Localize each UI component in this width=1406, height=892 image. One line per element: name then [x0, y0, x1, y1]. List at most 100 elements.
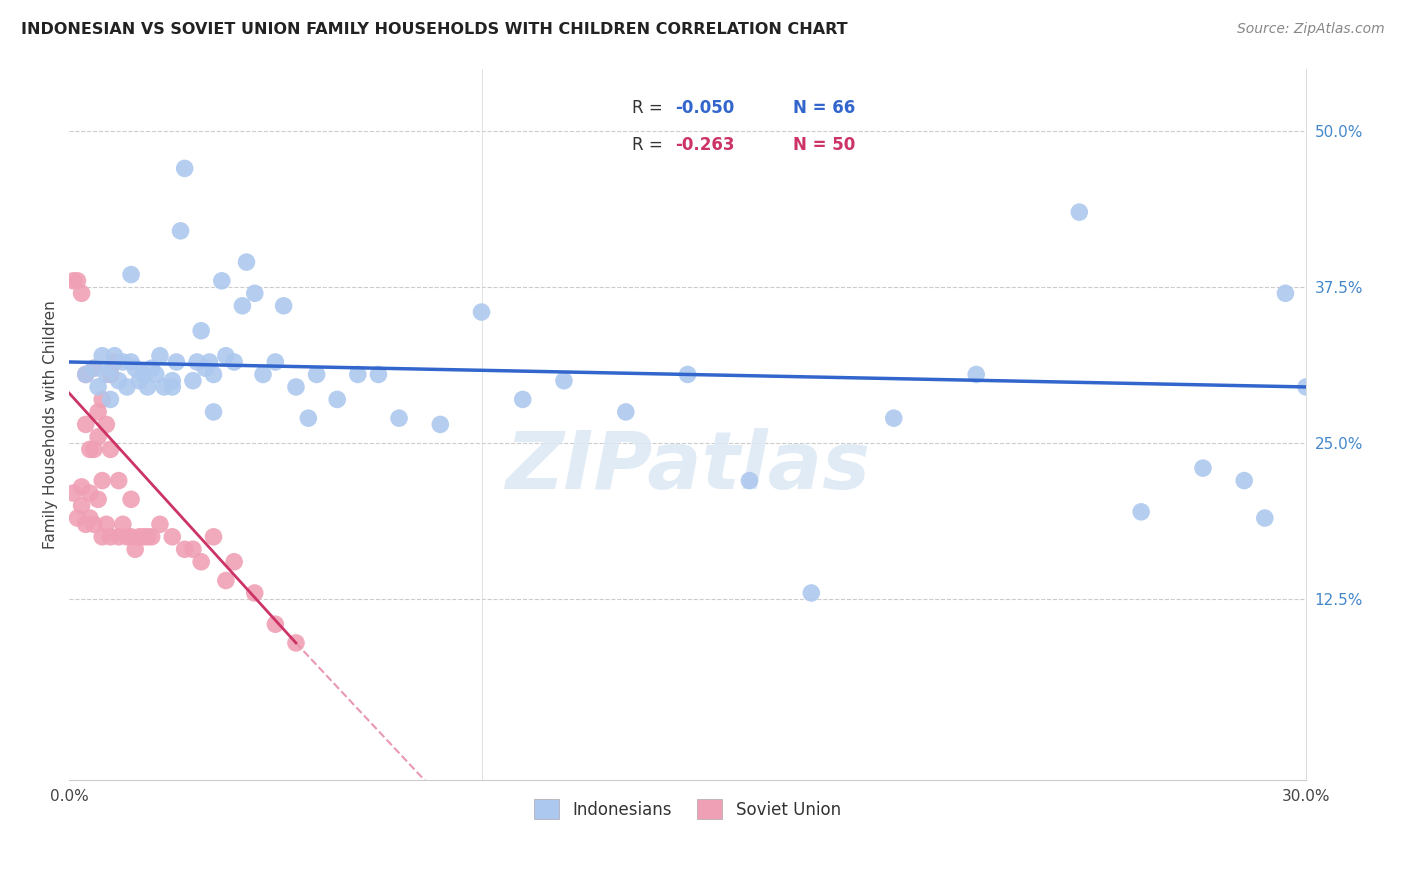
- Point: [1254, 511, 1277, 525]
- Point: [87, 380, 110, 394]
- Point: [173, 542, 195, 557]
- Text: ZIPatlas: ZIPatlas: [505, 428, 870, 506]
- Point: [162, 374, 184, 388]
- Point: [215, 349, 238, 363]
- Point: [111, 355, 134, 369]
- Point: [169, 224, 191, 238]
- Point: [553, 374, 575, 388]
- Text: INDONESIAN VS SOVIET UNION FAMILY HOUSEHOLDS WITH CHILDREN CORRELATION CHART: INDONESIAN VS SOVIET UNION FAMILY HOUSEH…: [21, 22, 848, 37]
- Point: [264, 617, 287, 632]
- Point: [614, 405, 637, 419]
- Point: [1233, 474, 1256, 488]
- Point: [149, 517, 172, 532]
- Point: [202, 405, 225, 419]
- Point: [965, 368, 987, 382]
- Point: [120, 268, 142, 282]
- Point: [83, 442, 105, 457]
- Text: -0.050: -0.050: [675, 99, 734, 118]
- Point: [285, 636, 308, 650]
- Point: [100, 368, 122, 382]
- Text: R =: R =: [631, 136, 668, 153]
- Point: [79, 442, 101, 457]
- Point: [87, 430, 110, 444]
- Point: [103, 349, 125, 363]
- Point: [190, 555, 212, 569]
- Point: [91, 530, 114, 544]
- Point: [91, 474, 114, 488]
- Point: [181, 542, 204, 557]
- Point: [194, 361, 217, 376]
- Point: [128, 374, 150, 388]
- Point: [165, 355, 187, 369]
- Point: [79, 511, 101, 525]
- Point: [75, 368, 97, 382]
- Point: [1274, 286, 1296, 301]
- Point: [149, 349, 172, 363]
- Point: [367, 368, 389, 382]
- Point: [66, 274, 89, 288]
- Text: -0.263: -0.263: [675, 136, 735, 153]
- Text: N = 50: N = 50: [793, 136, 855, 153]
- Point: [198, 355, 221, 369]
- Point: [120, 355, 142, 369]
- Point: [100, 361, 122, 376]
- Point: [107, 530, 129, 544]
- Point: [285, 380, 308, 394]
- Point: [96, 417, 118, 432]
- Point: [66, 511, 89, 525]
- Point: [388, 411, 411, 425]
- Point: [1130, 505, 1153, 519]
- Point: [87, 492, 110, 507]
- Point: [186, 355, 208, 369]
- Point: [91, 349, 114, 363]
- Point: [173, 161, 195, 176]
- Point: [297, 411, 319, 425]
- Point: [215, 574, 238, 588]
- Point: [107, 374, 129, 388]
- Point: [100, 442, 122, 457]
- Point: [100, 392, 122, 407]
- Point: [128, 530, 150, 544]
- Point: [162, 530, 184, 544]
- Point: [91, 392, 114, 407]
- Point: [243, 586, 266, 600]
- Point: [83, 361, 105, 376]
- Point: [181, 374, 204, 388]
- Point: [111, 517, 134, 532]
- Point: [738, 474, 761, 488]
- Point: [512, 392, 534, 407]
- Text: Source: ZipAtlas.com: Source: ZipAtlas.com: [1237, 22, 1385, 37]
- Point: [136, 530, 159, 544]
- Point: [120, 492, 142, 507]
- Point: [235, 255, 257, 269]
- Point: [264, 355, 287, 369]
- Point: [141, 530, 163, 544]
- Point: [190, 324, 212, 338]
- Point: [124, 542, 146, 557]
- Point: [115, 380, 138, 394]
- Point: [96, 368, 118, 382]
- Point: [153, 380, 176, 394]
- Point: [100, 530, 122, 544]
- Point: [136, 380, 159, 394]
- Point: [224, 555, 246, 569]
- Point: [79, 486, 101, 500]
- Point: [83, 517, 105, 532]
- Point: [75, 417, 97, 432]
- Point: [70, 499, 93, 513]
- Point: [231, 299, 253, 313]
- Point: [429, 417, 451, 432]
- Point: [75, 368, 97, 382]
- Point: [87, 405, 110, 419]
- Point: [62, 274, 84, 288]
- Point: [70, 286, 93, 301]
- Point: [162, 380, 184, 394]
- Legend: Indonesians, Soviet Union: Indonesians, Soviet Union: [527, 793, 848, 825]
- Y-axis label: Family Households with Children: Family Households with Children: [44, 300, 58, 549]
- Point: [107, 474, 129, 488]
- Point: [800, 586, 823, 600]
- Point: [120, 530, 142, 544]
- Point: [124, 361, 146, 376]
- Point: [103, 355, 125, 369]
- Point: [83, 361, 105, 376]
